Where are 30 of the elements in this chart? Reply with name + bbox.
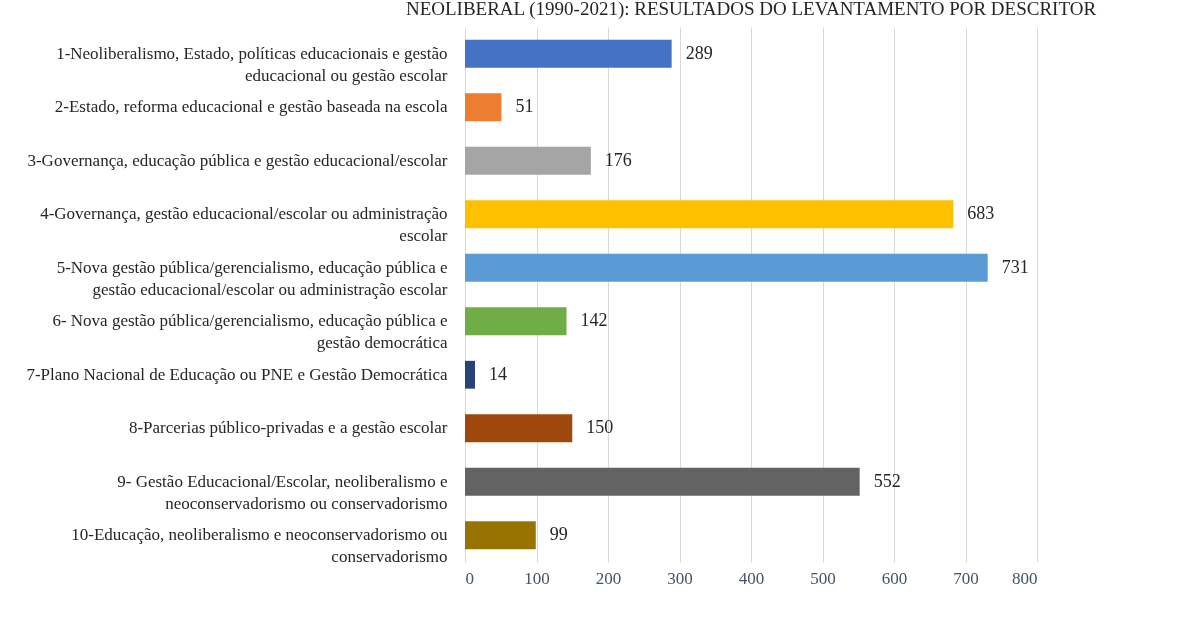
y-tick-label: 9- Gestão Educacional/Escolar, neoliberalismo e neoconservadorismo ou conservadorismo xyxy=(117,471,448,513)
x-tick-label: 300 xyxy=(667,568,693,588)
data-label: 176 xyxy=(604,149,632,170)
y-tick-label: 8-Parcerias público-privadas e a gestão escolar xyxy=(128,418,448,438)
y-tick-label: 10-Educação, neoliberalismo e neoconservadorismo ou conservadorismo xyxy=(71,525,448,567)
x-tick-label: 200 xyxy=(595,568,622,588)
data-label: 552 xyxy=(873,470,901,491)
y-tick-label: 3-Governança, educação pública e gestão educacional/escolar xyxy=(27,150,448,170)
data-label: 14 xyxy=(489,363,508,384)
x-tick-label: 100 xyxy=(524,568,550,588)
chart-title: NEOLIBERAL (1990-2021): RESULTADOS DO LEVANTAMENTO POR DESCRITOR xyxy=(405,0,1097,20)
data-label: 731 xyxy=(1001,256,1029,277)
y-tick-label: 1-Neoliberalismo, Estado, políticas educacionais e gestão educacional ou gestão escolar xyxy=(56,43,448,85)
data-label: 289 xyxy=(685,42,713,63)
x-tick-label: 800 xyxy=(1012,568,1038,588)
data-label: 683 xyxy=(967,203,995,224)
y-tick-label: 4-Governança, gestão educacional/escolar ou administração escolar xyxy=(40,204,448,246)
x-tick-label: 500 xyxy=(810,568,836,588)
data-label: 51 xyxy=(515,96,534,117)
data-label: 99 xyxy=(549,524,568,545)
y-tick-label: 2-Estado, reforma educacional e gestão baseada na escola xyxy=(54,97,448,117)
y-tick-label: 5-Nova gestão pública/gerencialismo, educação pública e gestão educacional/escolar ou administração escolar xyxy=(56,257,448,299)
x-tick-label: 600 xyxy=(881,568,908,588)
y-tick-label: 7-Plano Nacional de Educação ou PNE e Gestão Democrática xyxy=(26,364,448,384)
x-tick-label: 400 xyxy=(738,568,765,588)
data-label: 150 xyxy=(586,417,614,438)
x-tick-label: 700 xyxy=(953,568,979,588)
data-label: 142 xyxy=(580,310,608,331)
y-tick-label: 6- Nova gestão pública/gerencialismo, educação pública e gestão democrática xyxy=(52,311,448,353)
x-tick-label: 0 xyxy=(465,568,474,588)
